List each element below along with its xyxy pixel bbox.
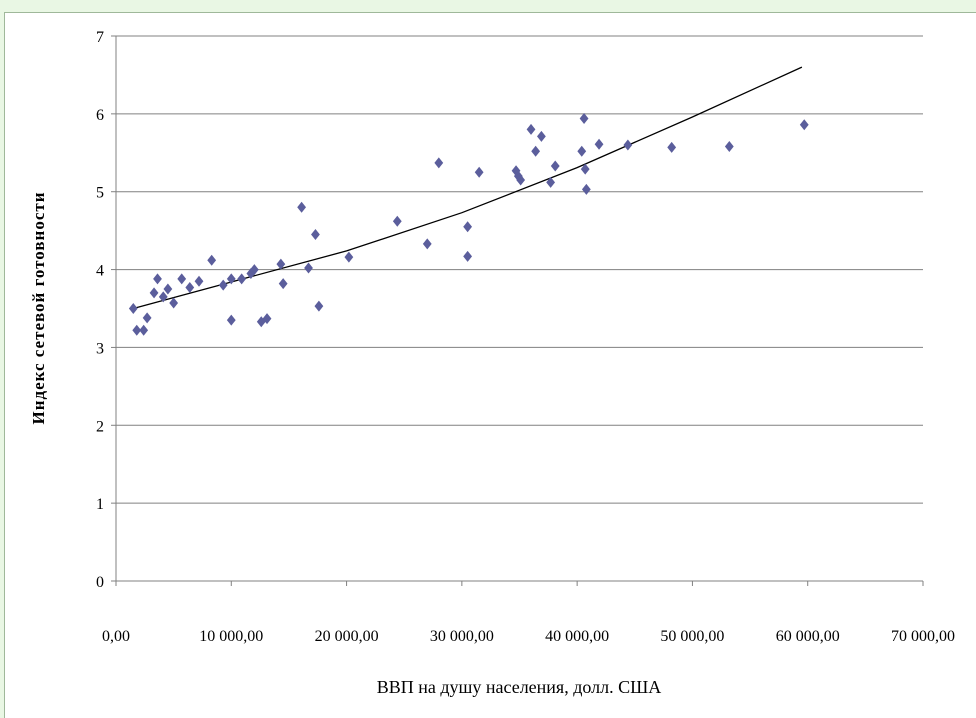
y-tick-label: 5 [96,185,104,202]
y-tick-label: 1 [96,496,104,513]
data-point [474,166,484,178]
data-point [531,145,541,157]
trendline [133,66,803,310]
data-point [463,221,473,233]
data-point [550,160,560,172]
y-tick-label: 4 [96,263,104,280]
data-point [128,303,138,314]
data-point [139,324,149,336]
data-point [278,278,288,290]
data-point [463,250,473,262]
data-point [163,283,173,295]
y-tick-label: 7 [96,29,104,46]
data-point [577,145,587,157]
data-point [422,238,432,250]
data-point [594,138,604,150]
y-tick-label: 6 [96,107,104,124]
data-point [516,174,526,186]
data-point [249,264,259,276]
data-point [276,258,286,270]
y-tick-label: 3 [96,340,104,357]
data-point [799,119,809,131]
x-tick-label: 40 000,00 [545,628,609,645]
data-points [128,113,809,336]
data-point [581,183,591,195]
data-point [226,314,236,326]
y-tick-label: 0 [96,574,104,591]
data-point [177,273,187,285]
data-point [311,229,320,241]
data-point [237,273,247,285]
y-tick-label: 2 [96,418,104,435]
data-point [185,281,195,293]
data-point [434,157,444,169]
chart-frame: 0 1 2 3 4 5 6 7 0,00 10 000,00 20 000,00 30 000,00… [4,12,976,718]
x-axis-label: ВВП на душу населения, долл. США [377,677,662,697]
y-axis-label: Индекс сетевой готовности [29,191,48,424]
x-tick-label: 70 000,00 [891,628,955,645]
data-point [304,262,313,274]
data-point [344,251,354,263]
data-point [218,279,228,291]
y-tick-labels: 0 1 2 3 4 5 6 7 [96,29,104,591]
data-point [153,273,162,285]
x-tick-labels: 0,00 10 000,00 20 000,00 30 000,00 40 000,00… [102,628,955,645]
data-point [579,113,589,125]
data-point [142,312,152,324]
data-point [392,215,402,227]
data-point [226,273,236,285]
data-point [169,297,179,309]
data-point [132,324,142,336]
data-point [297,201,307,213]
x-tick-label: 20 000,00 [315,628,379,645]
x-tick-label: 60 000,00 [776,628,840,645]
data-point [623,139,633,151]
axes [111,35,924,586]
x-tick-label: 10 000,00 [199,628,263,645]
data-point [262,313,272,325]
data-point [580,163,590,175]
scatter-chart: 0 1 2 3 4 5 6 7 0,00 10 000,00 20 000,00 30 000,00… [29,29,955,697]
data-point [724,141,734,153]
data-point [207,254,217,266]
x-tick-label: 30 000,00 [430,628,494,645]
x-tick-label: 0,00 [102,628,130,645]
data-point [537,130,546,142]
data-point [546,176,556,188]
gridlines [116,35,923,504]
data-point [314,300,324,312]
data-point [158,291,168,303]
x-tick-label: 50 000,00 [660,628,724,645]
data-point [526,123,536,135]
data-point [194,275,204,287]
data-point [149,287,159,299]
data-point [667,141,677,153]
